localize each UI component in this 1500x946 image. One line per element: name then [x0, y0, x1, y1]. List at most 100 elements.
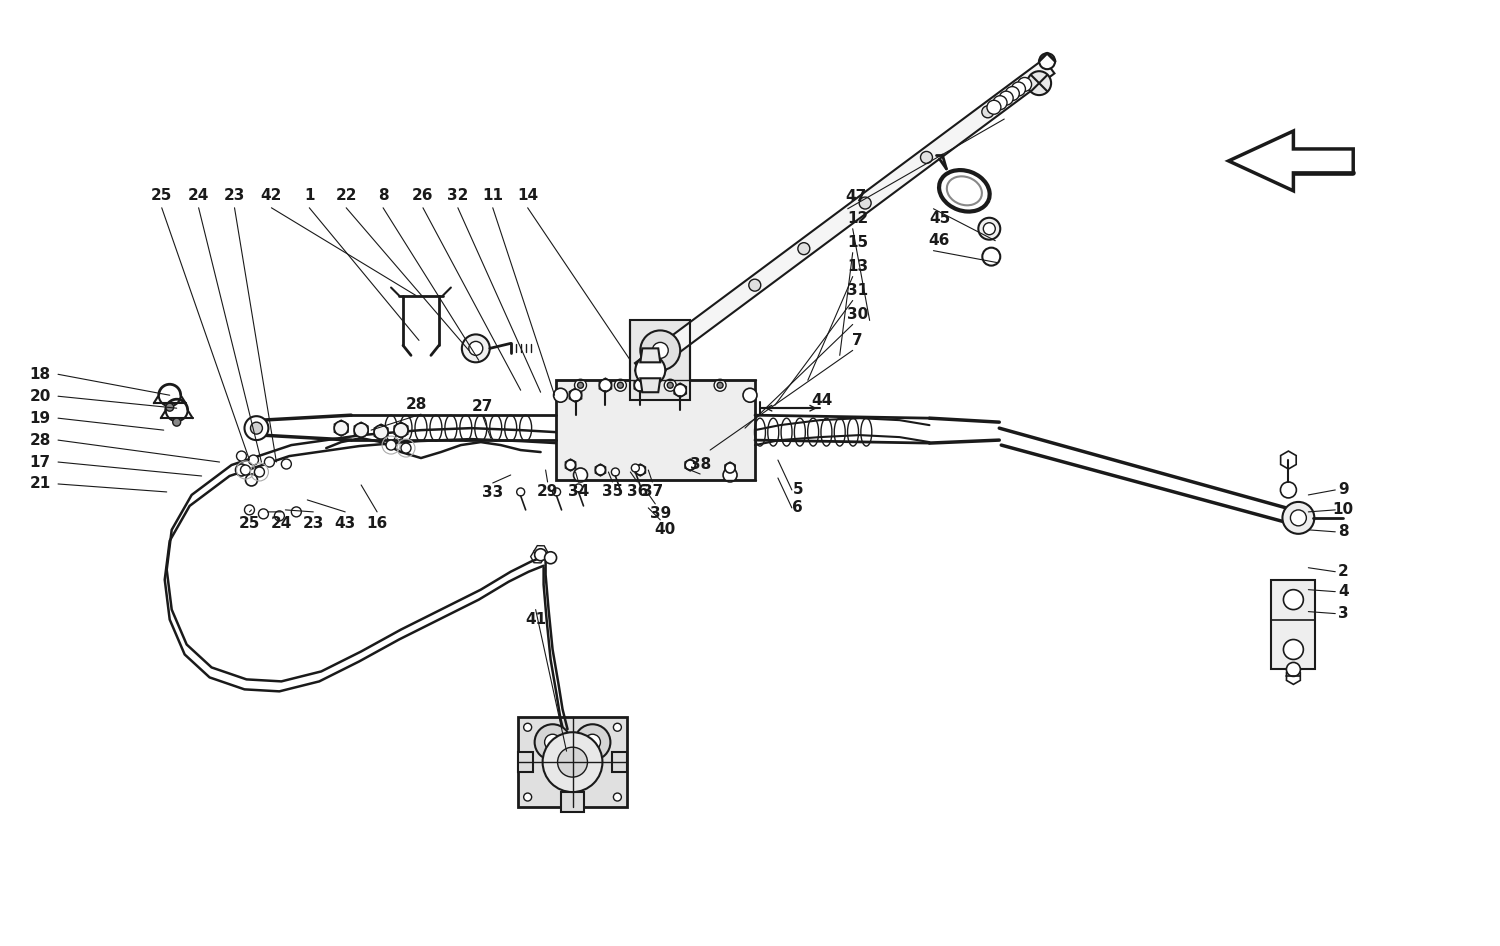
- Text: 14: 14: [518, 188, 538, 203]
- Circle shape: [618, 382, 624, 388]
- Circle shape: [558, 747, 588, 777]
- Text: 15: 15: [847, 236, 868, 250]
- Text: 9: 9: [1338, 482, 1348, 498]
- Circle shape: [859, 197, 871, 209]
- Circle shape: [570, 389, 582, 401]
- Circle shape: [664, 379, 676, 392]
- Circle shape: [566, 460, 576, 470]
- Circle shape: [596, 465, 606, 475]
- Circle shape: [1005, 87, 1020, 100]
- Circle shape: [544, 552, 556, 564]
- Polygon shape: [640, 378, 660, 393]
- Circle shape: [632, 464, 639, 472]
- Text: 32: 32: [447, 188, 468, 203]
- Text: 19: 19: [30, 411, 51, 426]
- Circle shape: [1017, 78, 1032, 92]
- Circle shape: [462, 334, 490, 362]
- Circle shape: [400, 443, 411, 453]
- Circle shape: [742, 388, 758, 402]
- Text: 33: 33: [482, 485, 504, 500]
- Circle shape: [999, 91, 1012, 105]
- Circle shape: [717, 382, 723, 388]
- Circle shape: [674, 384, 686, 396]
- Circle shape: [334, 421, 348, 435]
- Bar: [555, 380, 754, 480]
- Circle shape: [264, 457, 274, 467]
- Circle shape: [240, 465, 250, 475]
- Circle shape: [1040, 53, 1054, 69]
- Circle shape: [544, 734, 561, 750]
- Circle shape: [534, 549, 546, 561]
- Circle shape: [1290, 510, 1306, 526]
- Bar: [561, 792, 585, 812]
- Circle shape: [172, 418, 180, 426]
- Text: 27: 27: [472, 398, 494, 413]
- Text: 10: 10: [1332, 502, 1354, 517]
- Circle shape: [574, 725, 610, 761]
- Circle shape: [574, 379, 586, 392]
- Text: 22: 22: [336, 188, 357, 203]
- Circle shape: [524, 724, 531, 731]
- Circle shape: [165, 403, 174, 412]
- Text: 24: 24: [270, 517, 292, 532]
- Text: 38: 38: [690, 457, 711, 471]
- Bar: [518, 717, 627, 807]
- Circle shape: [714, 379, 726, 392]
- Circle shape: [524, 793, 531, 801]
- Circle shape: [237, 451, 246, 461]
- Text: 29: 29: [537, 484, 558, 499]
- Text: 17: 17: [30, 454, 51, 469]
- Circle shape: [987, 100, 1000, 114]
- Circle shape: [798, 243, 810, 254]
- Text: 31: 31: [847, 283, 868, 298]
- Circle shape: [668, 382, 674, 388]
- Circle shape: [543, 732, 603, 792]
- Circle shape: [470, 342, 483, 356]
- Circle shape: [386, 440, 396, 450]
- Text: 36: 36: [627, 484, 648, 499]
- Text: 8: 8: [1338, 524, 1348, 539]
- Text: 12: 12: [847, 211, 868, 226]
- Circle shape: [354, 423, 368, 437]
- Circle shape: [246, 474, 258, 486]
- Circle shape: [394, 423, 408, 437]
- Circle shape: [274, 511, 285, 521]
- Text: 3: 3: [1338, 606, 1348, 622]
- Circle shape: [978, 218, 1000, 239]
- Text: 46: 46: [928, 233, 950, 248]
- Circle shape: [636, 356, 664, 385]
- Text: 42: 42: [261, 188, 282, 203]
- Text: 20: 20: [30, 389, 51, 404]
- Circle shape: [534, 725, 570, 761]
- Circle shape: [1028, 71, 1051, 96]
- Circle shape: [1281, 482, 1296, 498]
- Circle shape: [612, 468, 620, 476]
- Text: 44: 44: [812, 393, 832, 408]
- Circle shape: [1011, 82, 1026, 96]
- Circle shape: [993, 96, 1006, 110]
- Circle shape: [244, 416, 268, 440]
- Circle shape: [244, 505, 255, 515]
- Text: 11: 11: [483, 188, 504, 203]
- Circle shape: [615, 379, 627, 392]
- Text: 18: 18: [30, 367, 51, 382]
- Text: 43: 43: [334, 517, 356, 532]
- Text: 21: 21: [30, 477, 51, 492]
- Text: 37: 37: [642, 484, 663, 499]
- Polygon shape: [634, 59, 1054, 377]
- Circle shape: [1287, 662, 1300, 676]
- Text: 25: 25: [152, 188, 172, 203]
- Circle shape: [258, 509, 268, 518]
- Circle shape: [984, 222, 996, 235]
- Circle shape: [723, 468, 736, 482]
- Circle shape: [255, 467, 264, 477]
- Text: 25: 25: [238, 517, 260, 532]
- Bar: [518, 752, 532, 772]
- Circle shape: [574, 484, 582, 492]
- Circle shape: [249, 455, 258, 465]
- Circle shape: [291, 507, 302, 517]
- Circle shape: [614, 793, 621, 801]
- Circle shape: [724, 463, 735, 473]
- Circle shape: [516, 488, 525, 496]
- Text: 1: 1: [304, 188, 315, 203]
